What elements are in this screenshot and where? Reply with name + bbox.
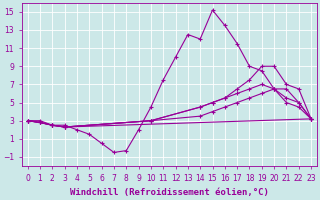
X-axis label: Windchill (Refroidissement éolien,°C): Windchill (Refroidissement éolien,°C) bbox=[70, 188, 269, 197]
